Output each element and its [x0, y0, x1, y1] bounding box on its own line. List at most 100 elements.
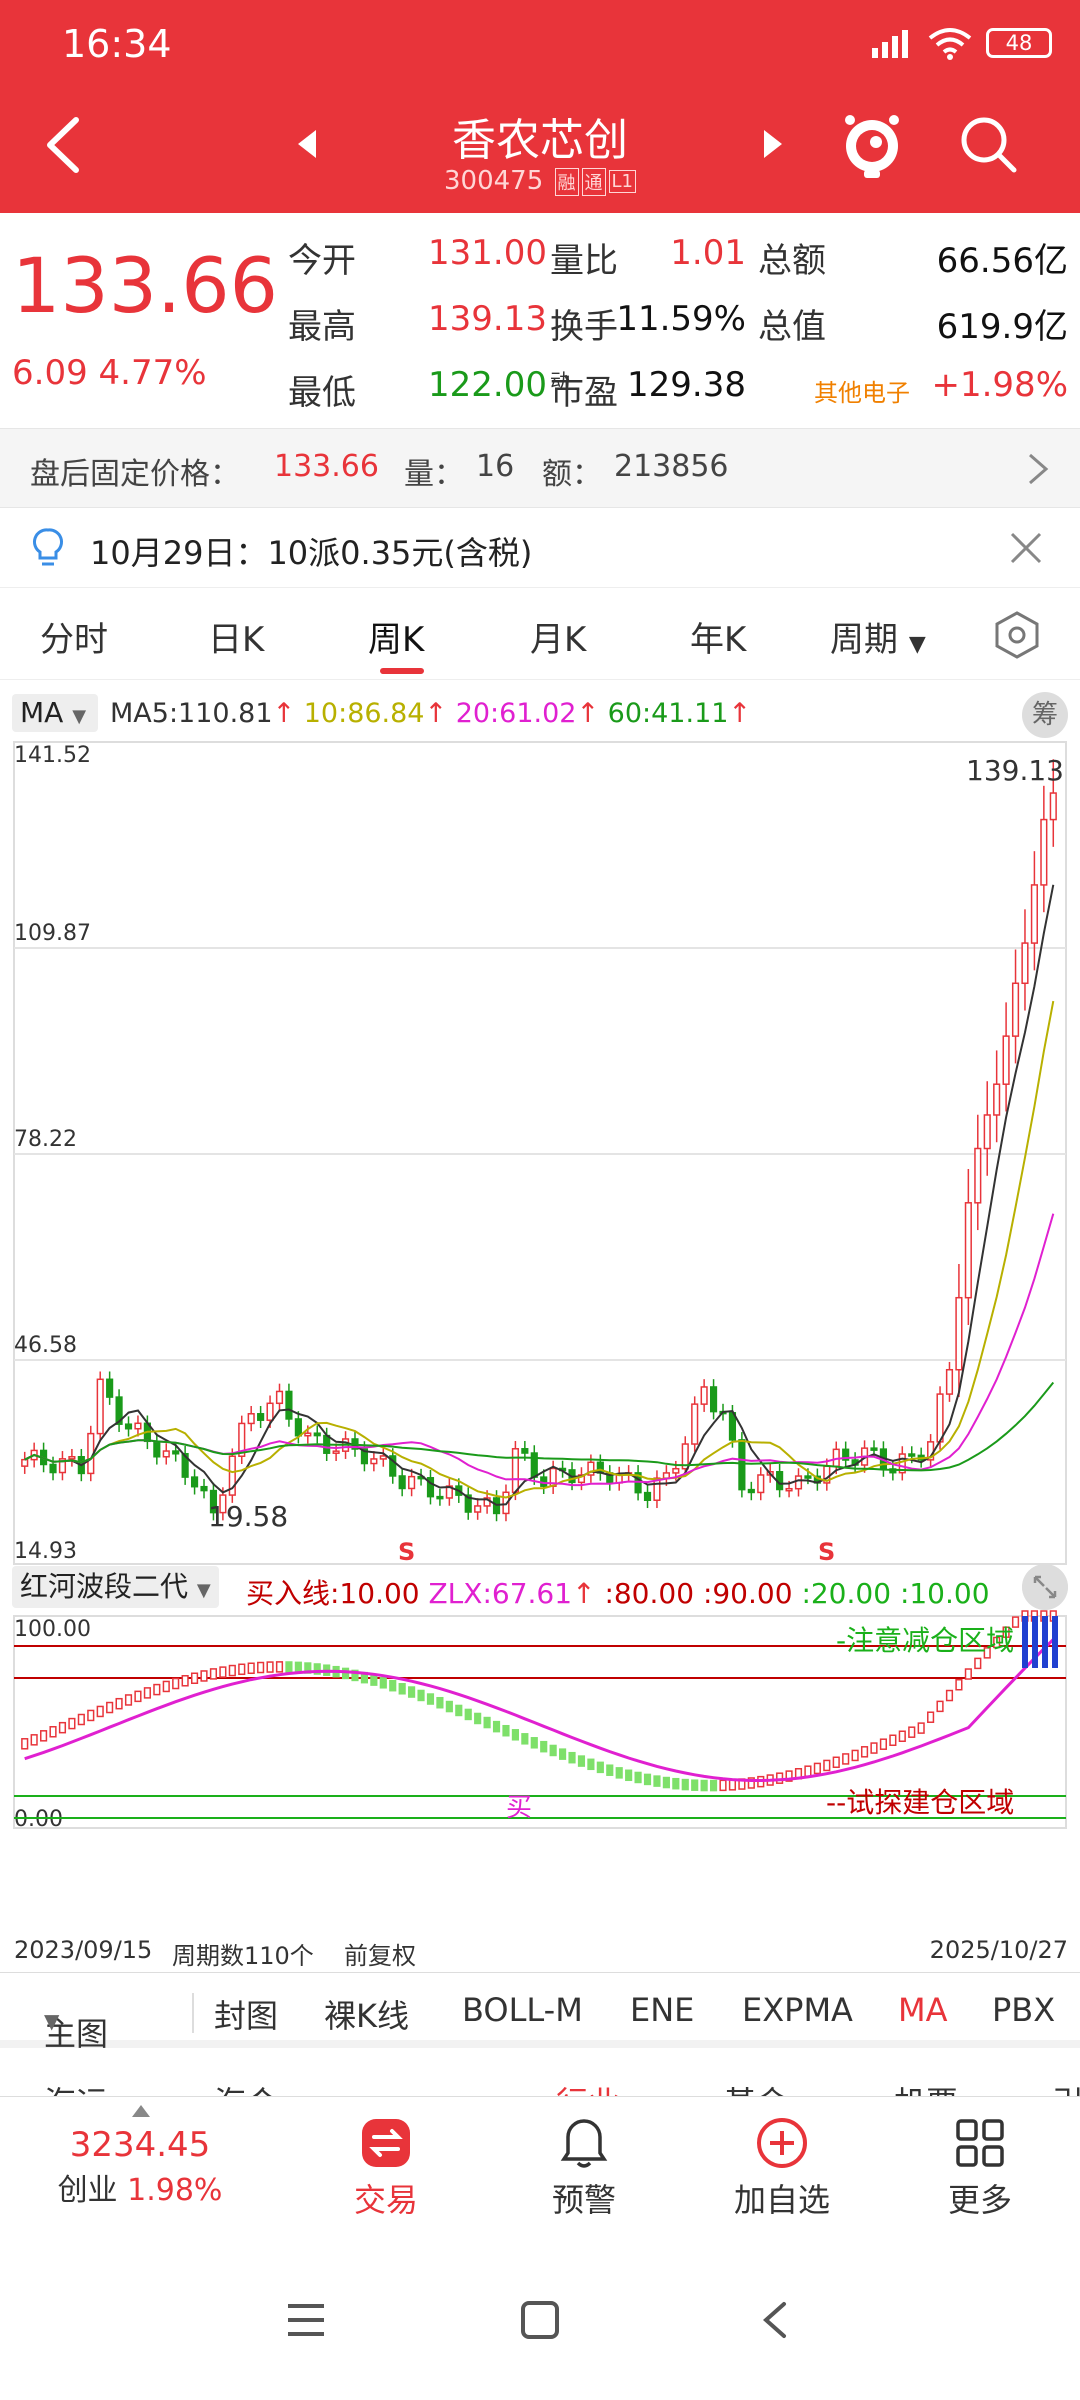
after-hours-vol: 16 — [476, 449, 515, 484]
kline-chart[interactable]: 141.52 109.87 78.22 46.58 14.93 139.13 1… — [0, 738, 1080, 1932]
nav-alert[interactable]: 预警 — [514, 2115, 654, 2221]
candle-body — [436, 1495, 444, 1500]
level-20-value: :20.00 — [801, 1577, 892, 1610]
indicator-bar — [417, 1689, 425, 1702]
candle-body — [653, 1477, 661, 1501]
expand-icon[interactable] — [1022, 1564, 1068, 1610]
overlay-expma[interactable]: EXPMA — [742, 1991, 853, 2029]
overlay-boll-m[interactable]: BOLL-M — [462, 1991, 583, 2029]
caret-down-icon: ▼ — [196, 1580, 211, 1601]
index-ticker[interactable]: 3234.45 创业 1.98% — [40, 2125, 240, 2209]
after-hours-row[interactable]: 盘后固定价格： 133.66 量： 16 额： 213856 — [0, 428, 1080, 508]
indicator-bar — [530, 1737, 538, 1749]
indicator-bar — [200, 1670, 208, 1682]
nav-more-label: 更多 — [947, 2181, 1012, 2219]
candle-body — [181, 1453, 189, 1478]
after-hours-vol-label: 量： — [404, 457, 464, 492]
index-caret-icon — [132, 2105, 150, 2117]
home-icon[interactable] — [520, 2300, 560, 2340]
indicator-pane-frame — [13, 1615, 1067, 1829]
grid-icon — [956, 2119, 1004, 2167]
status-icons: 48 — [870, 26, 1052, 60]
level-90-value: :90.00 — [702, 1577, 793, 1610]
indicator-bar — [445, 1700, 453, 1713]
tab-weekly-k[interactable]: 周K — [368, 620, 425, 660]
indicator-bar — [294, 1661, 302, 1674]
partially-hidden-row: 海运 海合 行业 基金 机票 引 — [0, 2058, 1080, 2098]
value-high: 139.13 — [428, 299, 547, 339]
indicator-bar — [492, 1720, 501, 1733]
candle-body — [49, 1463, 57, 1474]
indicator-bar — [275, 1661, 284, 1673]
tab-period-dropdown[interactable]: 周期 ▼ — [830, 612, 926, 661]
value-volume-ratio: 1.01 — [670, 233, 746, 273]
nav-trade[interactable]: 交易 — [316, 2115, 456, 2221]
level-10-value: :10.00 — [899, 1577, 990, 1610]
high-annotation: 139.13 — [966, 754, 1064, 787]
indicator-bar — [842, 1753, 850, 1765]
candle-body — [285, 1390, 293, 1420]
overlay-bare-k[interactable]: 裸K线 — [324, 1997, 409, 2035]
period-count: 周期数110个 — [172, 1942, 314, 1970]
indicator-bar — [681, 1778, 689, 1791]
indicator-selector[interactable]: 红河波段二代 ▼ — [12, 1566, 219, 1608]
close-icon[interactable] — [1008, 530, 1044, 566]
nav-add-watchlist[interactable]: 加自选 — [712, 2115, 852, 2221]
indicator-bar — [181, 1675, 189, 1687]
index-name: 创业 — [57, 2173, 118, 2208]
tab-intraday[interactable]: 分时 — [40, 620, 108, 660]
chip-distribution-button[interactable]: 筹 — [1022, 692, 1068, 738]
overlay-ma[interactable]: MA — [898, 1991, 948, 2029]
candle-body — [200, 1485, 208, 1492]
overlay-seal[interactable]: 封图 — [214, 1997, 279, 2035]
settings-hexagon-icon[interactable] — [992, 610, 1042, 660]
candle-body — [58, 1458, 67, 1474]
back-nav-icon[interactable] — [760, 2300, 790, 2340]
indicator-bar — [313, 1663, 321, 1675]
search-icon[interactable] — [958, 114, 1020, 176]
indicator-bar — [172, 1677, 180, 1690]
tab-daily-k[interactable]: 日K — [208, 620, 265, 660]
menu-icon[interactable] — [286, 2302, 326, 2338]
trade-icon — [362, 2119, 410, 2167]
candle-body — [313, 1432, 321, 1437]
back-icon[interactable] — [36, 110, 96, 180]
indicator-bar — [785, 1770, 793, 1782]
after-hours-amt-label: 额： — [542, 457, 602, 492]
indicator-bar — [559, 1748, 567, 1760]
indicator-bar — [190, 1672, 199, 1685]
indicator-bar — [408, 1686, 416, 1698]
ma-selector[interactable]: MA ▼ — [12, 694, 98, 732]
mascot-icon[interactable] — [840, 110, 904, 180]
tab-yearly-k[interactable]: 年K — [690, 620, 747, 660]
adjust-mode[interactable]: 前复权 — [344, 1942, 416, 1970]
nav-more[interactable]: 更多 — [910, 2115, 1050, 2221]
sector-name[interactable]: 其他电子 — [814, 379, 910, 407]
candle-body — [408, 1475, 416, 1490]
overlay-pbx[interactable]: PBX — [992, 1991, 1056, 2029]
dividend-notice[interactable]: 10月29日：10派0.35元(含税) — [0, 508, 1080, 588]
price-change: 6.09 4.77% — [12, 353, 207, 393]
next-stock-button[interactable] — [764, 130, 782, 158]
candle-body — [908, 1453, 916, 1457]
header: 16:34 48 香农芯创 300475 融通 L1 — [0, 0, 1080, 213]
indicator-bar — [455, 1704, 463, 1717]
candle-body — [577, 1474, 586, 1484]
candle-body — [1011, 982, 1020, 1037]
indicator-bar — [266, 1661, 274, 1673]
quote-grid: 今开 131.00 量比 1.01 总额 66.56亿 最高 139.13 换手… — [288, 233, 1068, 431]
candle-body — [124, 1423, 133, 1430]
indicator-bar — [945, 1689, 954, 1702]
quote-row: 最高 139.13 换手 11.59% 总值 619.9亿 — [288, 299, 1068, 365]
nav-trade-label: 交易 — [353, 2181, 418, 2219]
cut-item: 海运 — [44, 2078, 108, 2098]
prev-stock-button[interactable] — [298, 130, 316, 158]
indicator-bar — [804, 1765, 812, 1777]
cut-item: 行业 — [556, 2078, 620, 2098]
candle-body — [153, 1440, 161, 1458]
indicator-bar — [389, 1679, 397, 1692]
indicator-bar — [426, 1693, 435, 1705]
indicator-bar — [709, 1779, 718, 1792]
tab-monthly-k[interactable]: 月K — [530, 620, 587, 660]
overlay-ene[interactable]: ENE — [630, 1991, 695, 2029]
